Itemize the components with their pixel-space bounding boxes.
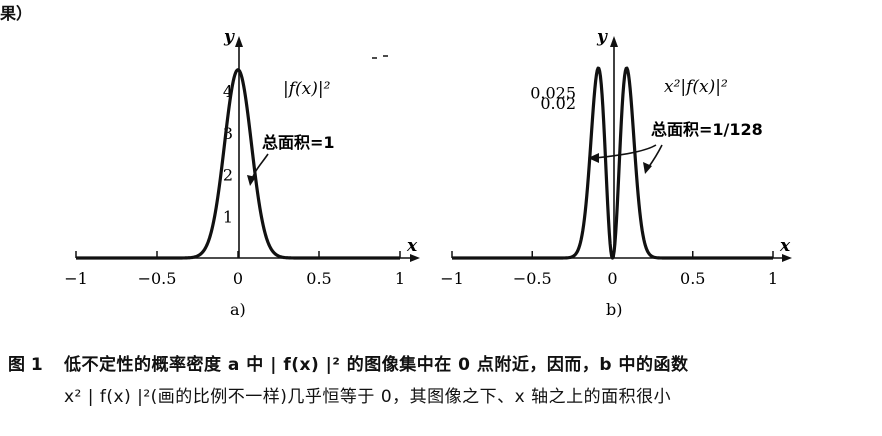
curve-a [75,68,401,260]
x-tick-label: 0 [233,269,243,288]
x-tick-label: 0 [607,269,617,288]
top-fragment: 果） [0,4,33,23]
x-axis-label-a: x [406,236,418,256]
caption-line-1: 低不定性的概率密度 a 中 | f(x) |² 的图像集中在 0 点附近，因而，… [64,355,689,375]
y-tick-label: 1 [223,207,233,226]
curve-b [451,66,774,260]
y-axis-arrow-b [610,36,618,47]
panel-a: −1 −0.5 0 0.5 1 1 2 3 4 y x |f(x)|² 总面积=1 a) [64,27,420,319]
y-tick-labels-a: 1 2 3 4 [223,82,233,226]
annotation-b: 总面积=1/128 [651,120,763,139]
y-tick-label: 2 [223,166,233,185]
curve-label-a: |f(x)|² [283,79,331,99]
x-tick-label: −0.5 [513,269,552,288]
x-axis-arrow-a [410,254,420,262]
x-tick-label: 0.5 [680,269,705,288]
annotation-a: 总面积=1 [262,133,335,152]
caption-line-2: x² | f(x) |²(画的比例不一样)几乎恒等于 0，其图像之下、x 轴之上… [64,387,672,407]
x-ticks-b: −1 −0.5 0 0.5 1 [440,251,778,288]
y-axis-label-b: y [596,27,608,47]
curve-label-b: x²|f(x)|² [664,77,728,97]
y-tick-label: 4 [223,82,233,101]
x-tick-label: −1 [440,269,464,288]
x-tick-label: 1 [768,269,778,288]
x-tick-label: 1 [395,269,405,288]
annotation-arrowhead-b-right [643,162,652,174]
y-axis-label-a: y [223,27,235,47]
x-axis-label-b: x [779,236,791,256]
x-axis-arrow-b [782,254,792,262]
x-tick-label: −0.5 [138,269,177,288]
figure: −1 −0.5 0 0.5 1 1 2 3 4 y x |f(x)|² 总面积=1 a) −1… [64,27,792,319]
stray-marks [372,55,388,59]
annotation-arrowhead-a [247,175,256,186]
y-axis-arrow-a [235,36,243,47]
panel-label-b: b) [606,300,622,319]
y-tick-label: 0.025 [530,83,576,102]
x-tick-label: 0.5 [306,269,331,288]
y-tick-label: 3 [223,124,233,143]
y-tick-label: 0.02 [540,94,576,113]
annotation-arrowhead-b-left [588,153,599,163]
annotation-arrow-b-left [594,144,657,159]
x-tick-label: −1 [64,269,88,288]
x-ticks-a: −1 −0.5 0 0.5 1 [64,251,405,288]
caption-label: 图 1 [8,355,43,375]
panel-label-a: a) [230,300,246,319]
